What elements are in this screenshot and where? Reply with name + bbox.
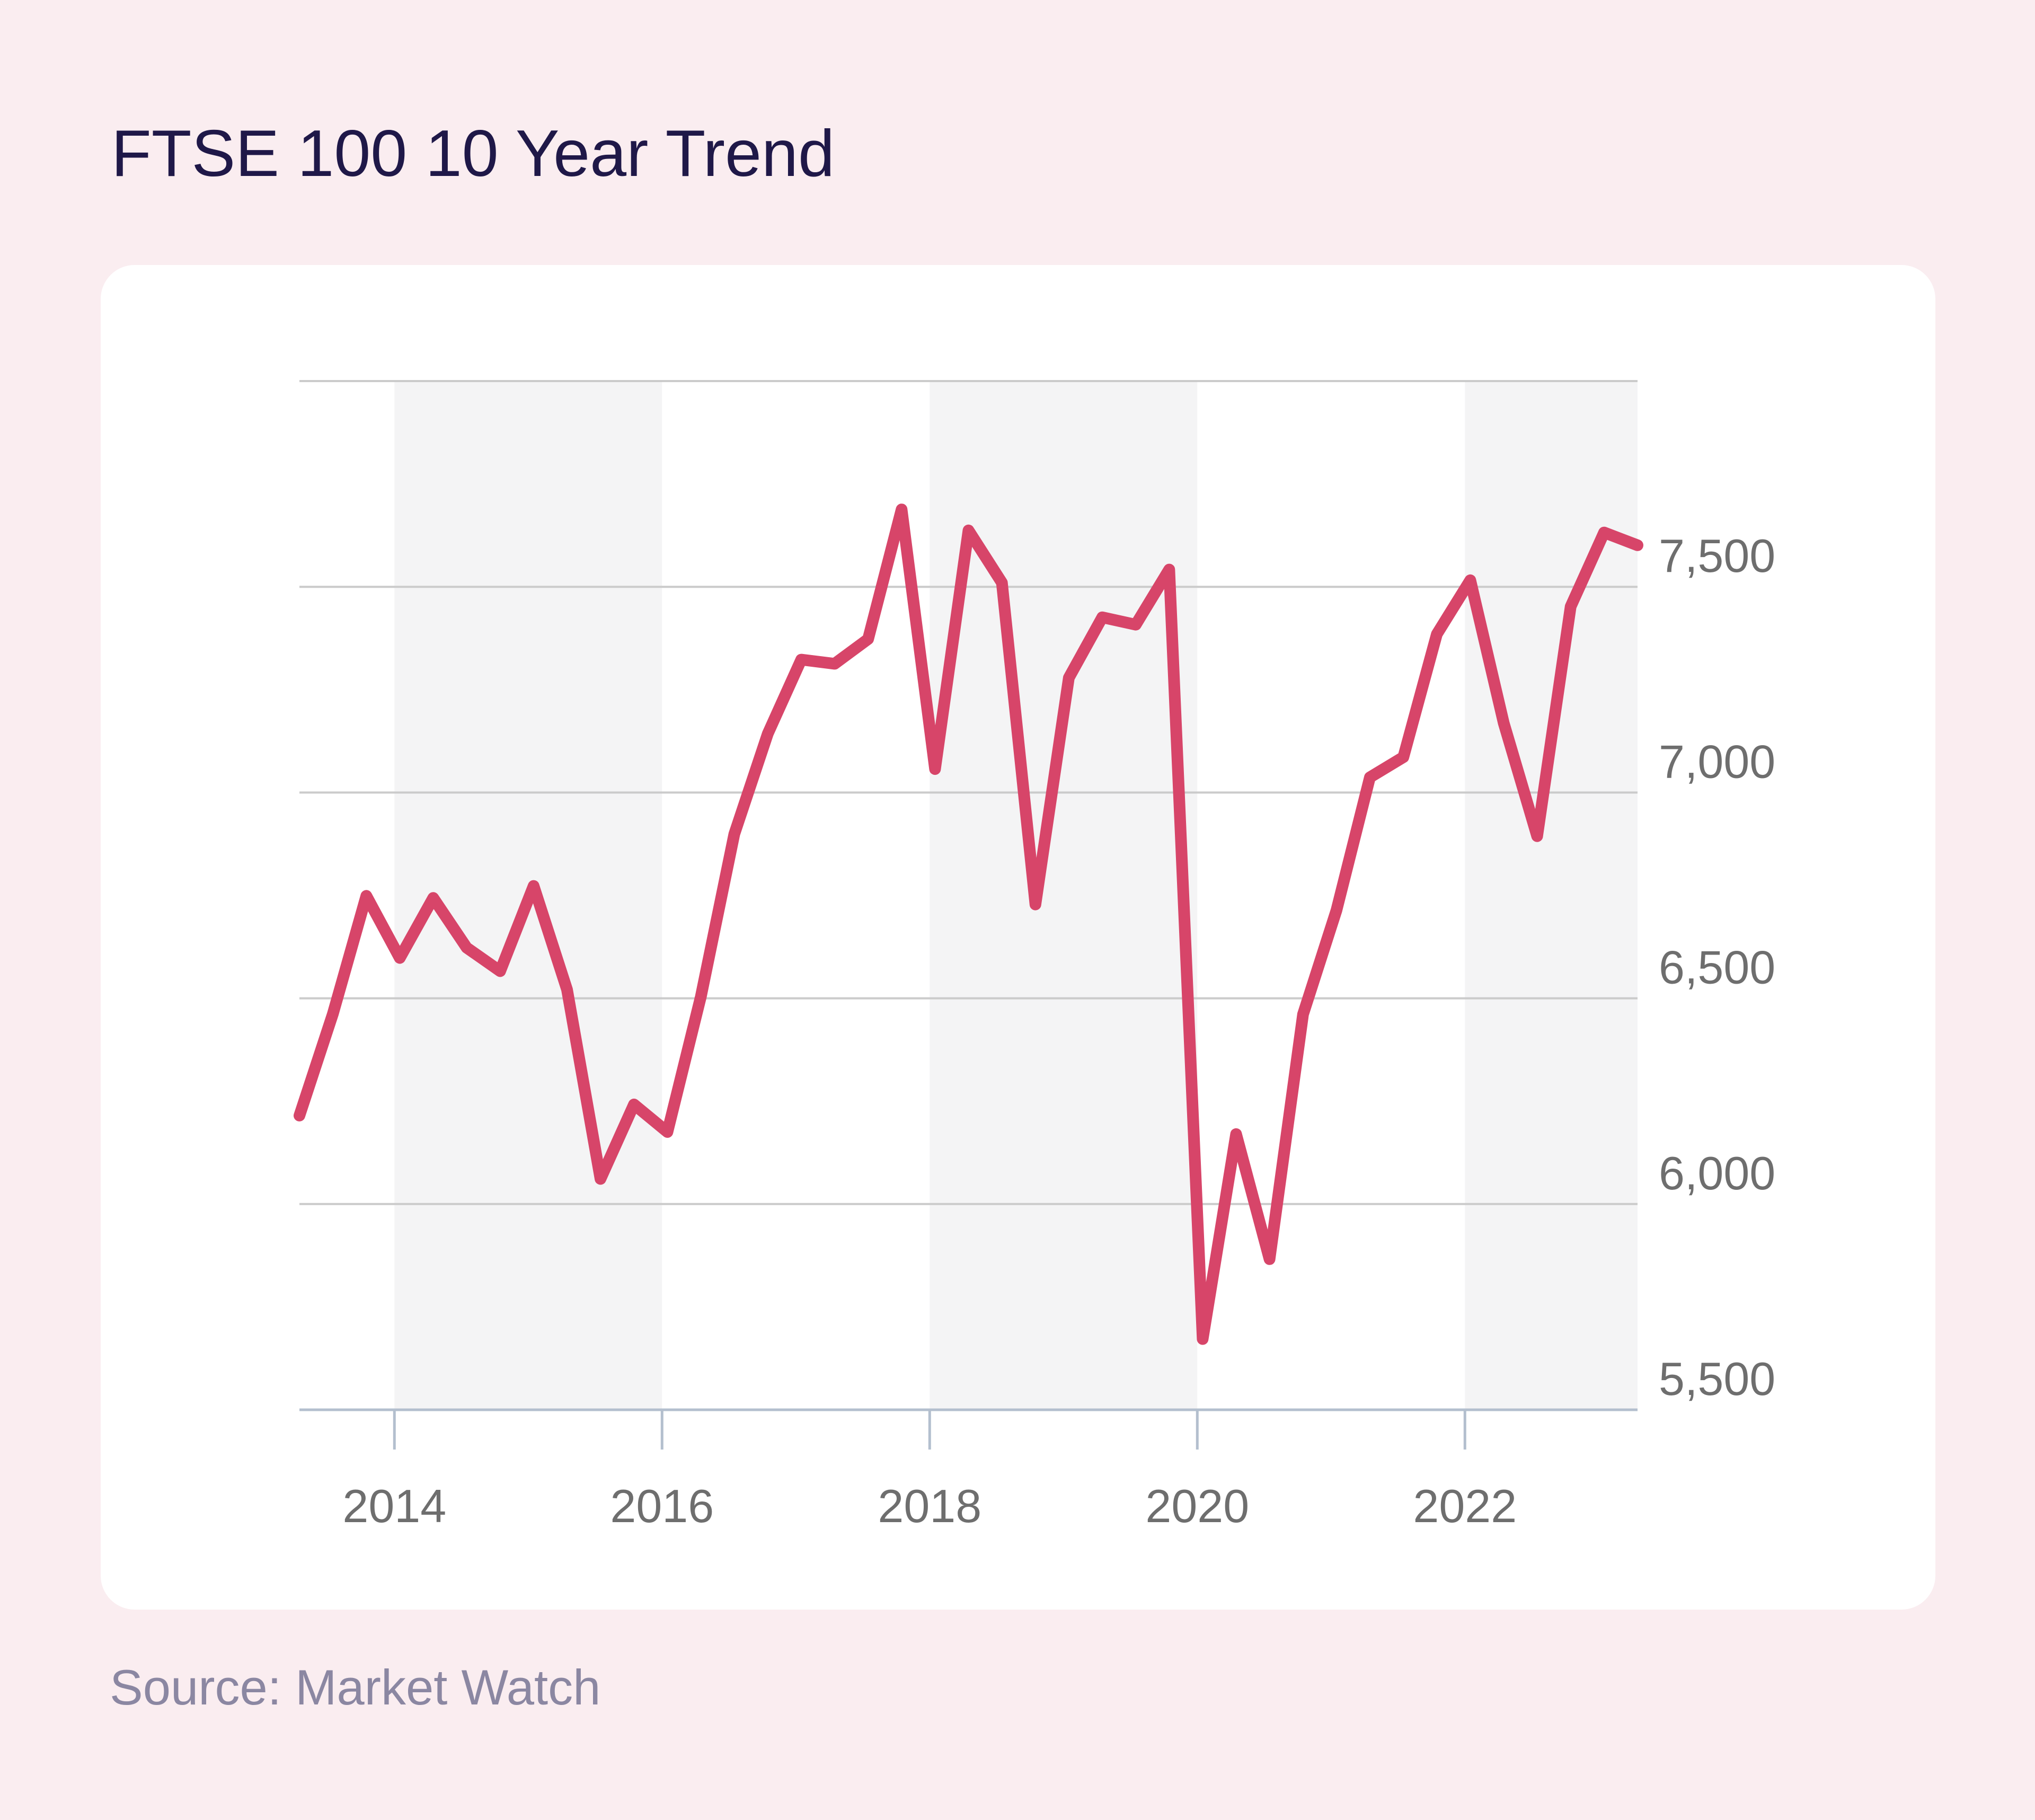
x-axis-label-2014: 2014 <box>342 1480 446 1532</box>
x-axis-label-2016: 2016 <box>610 1480 714 1532</box>
trend-line-ftse-100 <box>294 503 1643 1345</box>
y-axis-label-6500: 6,500 <box>1659 941 1775 994</box>
x-axis-label-2018: 2018 <box>878 1480 981 1532</box>
x-axis-label-2022: 2022 <box>1413 1480 1517 1532</box>
page-title: FTSE 100 10 Year Trend <box>111 117 835 190</box>
y-axis-label-7500: 7,500 <box>1659 529 1775 582</box>
ftse-trend-chart: 2014 2016 2018 2020 2022 5,500 6,000 6,500 7,000… <box>294 380 1775 1532</box>
chart-card: 2014 2016 2018 2020 2022 5,500 6,000 6,500 7,000… <box>101 265 1935 1610</box>
y-axis-label-5500: 5,500 <box>1659 1353 1775 1405</box>
y-axis-label-6000: 6,000 <box>1659 1147 1775 1199</box>
year-band <box>1465 381 1638 1410</box>
source-note: Source: Market Watch <box>110 1659 601 1715</box>
year-band <box>930 381 1198 1410</box>
x-axis-label-2020: 2020 <box>1145 1480 1249 1532</box>
y-axis-label-7000: 7,000 <box>1659 735 1775 788</box>
